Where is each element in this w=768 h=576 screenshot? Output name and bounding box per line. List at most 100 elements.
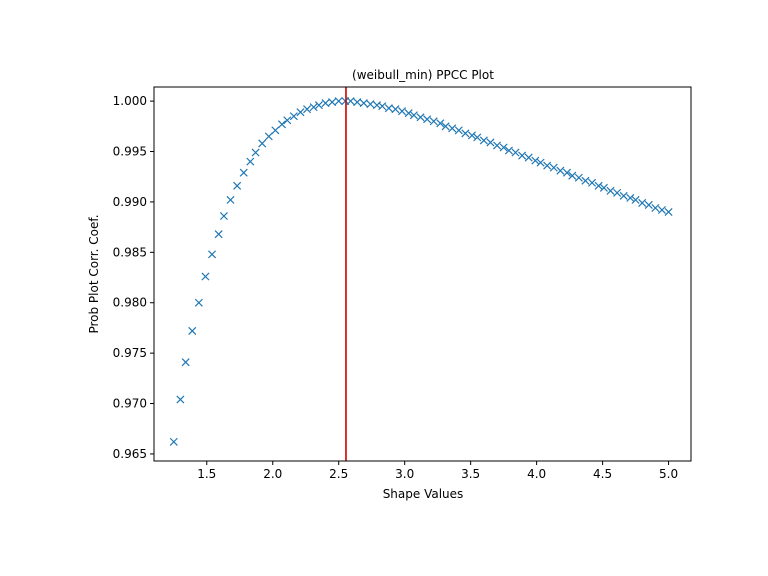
data-point-marker <box>486 138 495 147</box>
x-axis-label: Shape Values <box>383 487 464 501</box>
data-point-marker <box>384 104 393 113</box>
data-point-marker <box>314 101 323 110</box>
data-point-marker <box>423 115 432 124</box>
data-point-marker <box>531 156 540 165</box>
data-point-marker <box>638 198 647 207</box>
data-point-marker <box>264 132 273 141</box>
data-point-marker <box>429 117 438 126</box>
data-point-marker <box>493 141 502 150</box>
data-point-marker <box>398 107 407 116</box>
x-tick-label: 1.5 <box>197 467 216 481</box>
data-point-marker <box>214 230 223 239</box>
data-point-marker <box>283 116 292 125</box>
data-point-marker <box>631 195 640 204</box>
data-point-marker <box>651 203 660 212</box>
data-point-marker <box>543 161 552 170</box>
data-point-marker <box>226 195 235 204</box>
data-point-marker <box>277 120 287 129</box>
data-point-marker <box>448 124 457 133</box>
x-tick-label: 3.0 <box>395 467 414 481</box>
data-point-marker <box>479 136 488 145</box>
x-tick-label: 5.0 <box>659 467 678 481</box>
data-point-marker <box>353 98 362 107</box>
data-point-marker <box>208 250 217 259</box>
data-point-marker <box>461 129 470 138</box>
x-tick-label: 4.0 <box>527 467 546 481</box>
data-point-marker <box>454 126 463 135</box>
data-point-marker <box>334 97 343 106</box>
data-point-marker <box>251 148 260 157</box>
y-tick-label: 0.980 <box>113 296 147 310</box>
y-tick-label: 0.985 <box>113 245 147 259</box>
data-point-marker <box>594 181 603 190</box>
data-point-marker <box>246 157 255 166</box>
data-point-marker <box>404 109 413 118</box>
data-point-marker <box>271 126 280 135</box>
data-point-marker <box>606 186 615 195</box>
data-point-marker <box>613 188 622 197</box>
data-point-marker <box>436 119 445 128</box>
data-point-marker <box>518 151 527 160</box>
x-tick-label: 4.5 <box>593 467 612 481</box>
data-point-marker <box>644 200 653 209</box>
data-point-marker <box>562 168 571 177</box>
data-point-marker <box>568 171 577 180</box>
x-tick-label: 3.5 <box>461 467 480 481</box>
y-tick-label: 1.000 <box>113 94 147 108</box>
data-point-marker <box>409 111 418 120</box>
data-point-marker <box>549 163 558 172</box>
axes-frame <box>153 86 692 462</box>
x-tick-label: 2.0 <box>263 467 282 481</box>
data-point-marker <box>309 103 318 112</box>
data-point-marker <box>169 437 178 446</box>
data-point-marker <box>657 205 666 215</box>
data-point-marker <box>626 193 635 202</box>
data-point-marker <box>599 183 608 192</box>
data-point-marker <box>233 181 242 190</box>
data-point-marker <box>176 395 185 404</box>
data-point-marker <box>581 176 590 185</box>
data-point-marker <box>359 99 368 108</box>
y-tick-label: 0.995 <box>113 145 147 159</box>
data-point-marker <box>416 113 425 122</box>
y-tick-label: 0.970 <box>113 397 147 411</box>
data-point-marker <box>303 105 312 114</box>
data-point-marker <box>328 98 337 107</box>
data-point-marker <box>366 100 375 109</box>
data-point-marker <box>504 146 513 155</box>
data-point-marker <box>536 158 545 167</box>
plot-area: 1.5 2.0 2.5 3.0 3.5 4.0 4.5 5.0 0.965 0.970 0.975 0… <box>113 86 692 481</box>
data-point-marker <box>664 207 673 217</box>
data-point-marker <box>201 272 210 281</box>
data-point-marker <box>258 139 267 148</box>
x-tick-label: 2.5 <box>329 467 348 481</box>
data-point-marker <box>499 143 508 152</box>
data-point-marker <box>391 105 400 114</box>
data-point-marker <box>188 326 197 335</box>
data-point-marker <box>473 133 482 142</box>
data-point-marker <box>619 191 628 200</box>
data-point-marker <box>588 178 597 187</box>
data-point-marker <box>524 153 533 162</box>
data-point-marker <box>321 99 330 108</box>
data-point-marker <box>289 112 298 121</box>
data-point-marker <box>181 358 190 367</box>
y-axis-label: Prob Plot Corr. Coef. <box>87 214 101 333</box>
data-point-marker <box>378 102 387 111</box>
data-point-marker <box>346 97 355 106</box>
data-point-marker <box>556 166 565 175</box>
data-point-marker <box>194 298 203 307</box>
chart-title: (weibull_min) PPCC Plot <box>352 68 494 82</box>
data-point-marker <box>574 173 583 182</box>
data-point-marker <box>296 108 305 117</box>
y-tick-label: 0.965 <box>113 447 147 461</box>
y-tick-label: 0.990 <box>113 195 147 209</box>
y-tick-label: 0.975 <box>113 346 147 360</box>
data-point-marker <box>467 131 477 140</box>
data-point-marker <box>511 148 520 157</box>
data-point-marker <box>219 212 228 221</box>
data-point-marker <box>239 168 248 177</box>
data-point-marker <box>441 122 450 131</box>
